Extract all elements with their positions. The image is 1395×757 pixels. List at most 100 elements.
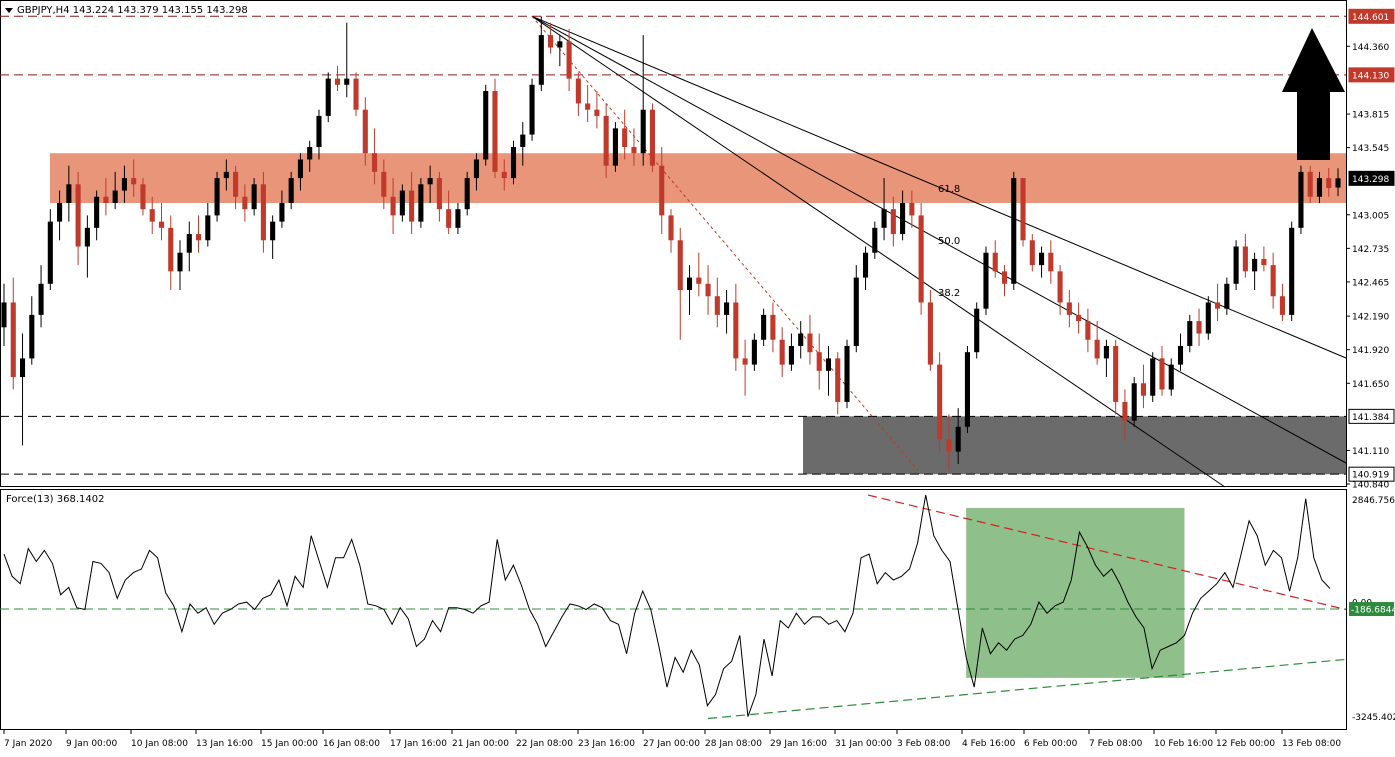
candle [890, 196, 896, 247]
price-panel-frame [0, 0, 1347, 487]
candle [909, 190, 915, 228]
candle-body [649, 109, 656, 166]
fib-fan-line-0 [531, 15, 1347, 359]
candle [955, 408, 961, 465]
candles [1, 16, 1341, 471]
price-tick-label: 141.110 [1352, 447, 1389, 457]
candle-body [585, 103, 591, 110]
candle [1159, 345, 1165, 396]
candle [214, 171, 220, 222]
candle-body [1279, 296, 1285, 315]
candle-body [381, 171, 387, 197]
candle [964, 345, 970, 434]
candle [659, 147, 665, 235]
candle [436, 171, 442, 222]
price-tag [1348, 170, 1395, 186]
candle-body [1196, 321, 1202, 334]
time-tick-label: 15 Jan 00:00 [261, 739, 318, 749]
candle-body [418, 184, 424, 222]
candle [325, 72, 331, 123]
candle-body [798, 333, 804, 346]
resistance-zone [50, 153, 1346, 203]
candle-body [937, 364, 943, 440]
candle-body [38, 283, 44, 315]
force-title: Force(13) 368.1402 [6, 494, 104, 505]
candle-body [714, 296, 720, 315]
candle [279, 190, 285, 228]
time-tick-label: 16 Jan 08:00 [323, 739, 380, 749]
candle [788, 333, 794, 371]
collapse-triangle-icon[interactable] [5, 8, 13, 13]
candle [455, 202, 461, 235]
candle-body [862, 252, 869, 278]
candle-body [881, 209, 887, 228]
candle-body [1298, 171, 1304, 228]
candle-body [1020, 178, 1026, 241]
candle-body [1094, 339, 1100, 359]
candle-body [890, 209, 896, 235]
time-tick-label: 13 Jan 16:00 [196, 739, 253, 749]
time-axis: 7 Jan 2020 9 Jan 00:00 10 Jan 08:00 13 Jan … [3, 730, 1341, 749]
time-tick-label: 10 Jan 08:00 [131, 739, 188, 749]
candle [816, 333, 822, 390]
time-tick-label: 6 Feb 00:00 [1024, 739, 1078, 749]
candle [242, 184, 248, 222]
candle-body [427, 178, 433, 185]
candle-body [501, 171, 507, 179]
candle [1103, 339, 1109, 378]
candle [714, 277, 720, 328]
candle [686, 265, 693, 315]
candle-body [631, 147, 637, 154]
candle-body [10, 302, 16, 378]
candle-body [214, 178, 220, 216]
candle [696, 252, 702, 297]
fib-label-38-2: 38.2 [938, 288, 960, 299]
candle-body [844, 345, 850, 402]
candle [233, 165, 239, 210]
fib-fan-line-2 [531, 15, 1226, 488]
candle-body [1057, 271, 1063, 303]
candle [1039, 246, 1045, 278]
candle-body [1205, 302, 1211, 334]
candle-body [1122, 401, 1128, 421]
candle-body [992, 252, 998, 272]
candle [992, 240, 998, 278]
candle-body [297, 159, 303, 179]
candle-body [492, 91, 498, 172]
candle [297, 153, 303, 191]
candle-body [1103, 345, 1109, 359]
candle [622, 109, 628, 160]
candle [1279, 283, 1285, 322]
price-tick-label: 143.815 [1352, 111, 1389, 121]
candle-body [158, 221, 165, 228]
candle [427, 165, 433, 203]
candle-body [112, 190, 118, 203]
price-tick-label: 143.005 [1352, 211, 1389, 221]
candle [853, 265, 859, 353]
candle-body [1224, 283, 1230, 309]
candle [399, 184, 405, 222]
candle [483, 84, 489, 166]
symbol-header: GBPJPY,H4 143.224 143.379 143.155 143.29… [17, 5, 248, 16]
candle-body [529, 84, 535, 135]
candle-body [1270, 265, 1276, 297]
candle [149, 196, 155, 235]
force-line [3, 494, 1331, 717]
candle-body [1, 302, 7, 328]
candle-body [446, 209, 452, 228]
candle-body [455, 209, 461, 228]
candle-body [149, 209, 155, 222]
candle-body [612, 128, 618, 166]
candle-body [270, 221, 276, 241]
candle [1020, 178, 1026, 247]
time-tick-label: 17 Jan 16:00 [390, 739, 447, 749]
candle-body [1011, 178, 1017, 284]
candle [1140, 364, 1147, 409]
force-resistance-trendline [867, 494, 1347, 611]
candle [946, 414, 952, 471]
candle [66, 165, 72, 222]
candle-body [233, 171, 239, 197]
candle [446, 190, 452, 235]
force-series [3, 494, 1331, 717]
